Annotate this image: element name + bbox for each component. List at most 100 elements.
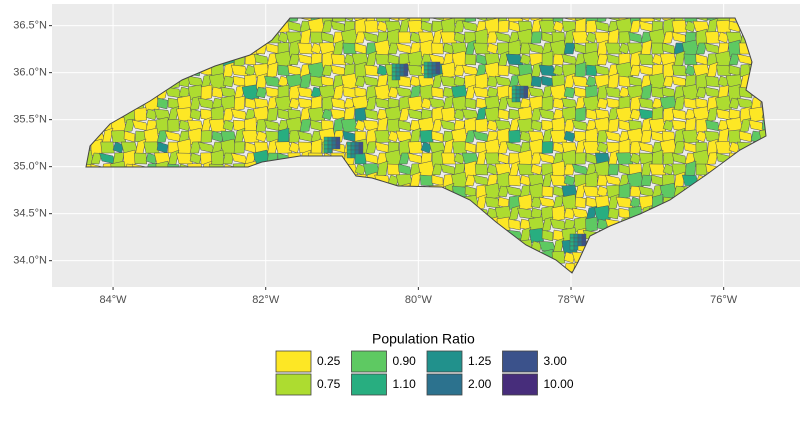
region	[497, 141, 510, 154]
region	[662, 31, 675, 44]
region	[277, 64, 290, 77]
region	[407, 64, 424, 77]
region	[683, 97, 698, 110]
region	[684, 160, 697, 179]
region	[274, 95, 293, 112]
region	[497, 20, 510, 33]
region	[585, 216, 598, 233]
urban-region	[323, 136, 329, 142]
region	[472, 42, 491, 55]
region	[208, 118, 227, 133]
region	[596, 84, 609, 101]
urban-region	[431, 61, 437, 67]
urban-region	[577, 237, 583, 243]
region	[695, 130, 708, 143]
region	[563, 42, 576, 55]
region	[189, 108, 202, 121]
region	[673, 95, 686, 112]
region	[419, 174, 434, 187]
urban-region	[354, 141, 360, 147]
region	[582, 95, 601, 112]
region	[530, 75, 543, 88]
region	[288, 97, 301, 110]
region	[474, 163, 489, 176]
urban-region	[577, 233, 583, 239]
urban-region	[327, 144, 333, 150]
region	[530, 119, 543, 132]
urban-region	[391, 71, 397, 77]
region	[574, 61, 587, 80]
region	[143, 141, 160, 154]
y-tick-label: 34.5°N	[13, 208, 47, 220]
urban-region	[515, 93, 521, 99]
legend-label: 1.25	[468, 354, 492, 368]
urban-region	[335, 136, 341, 142]
region	[440, 75, 457, 88]
region	[596, 174, 609, 187]
urban-region	[569, 241, 575, 247]
region	[255, 73, 268, 90]
region	[387, 163, 400, 176]
region	[517, 207, 534, 220]
region	[176, 152, 193, 165]
region	[541, 171, 554, 190]
region	[517, 118, 534, 133]
urban-region	[403, 71, 409, 77]
region	[596, 97, 609, 110]
region	[133, 107, 148, 122]
x-tick-label: 78°W	[558, 294, 586, 306]
region	[716, 64, 731, 77]
region	[452, 95, 467, 112]
region	[640, 174, 653, 187]
region	[464, 129, 477, 144]
legend-title: Population Ratio	[372, 331, 475, 347]
region	[671, 19, 688, 34]
region	[222, 61, 235, 80]
region	[618, 75, 631, 88]
region	[299, 28, 312, 47]
region	[266, 107, 279, 122]
region	[407, 141, 424, 154]
region	[706, 106, 719, 123]
region	[596, 53, 609, 66]
x-tick-label: 76°W	[710, 294, 738, 306]
region	[683, 53, 698, 66]
region	[607, 207, 620, 220]
region	[398, 152, 411, 165]
region	[574, 106, 587, 123]
region	[474, 73, 489, 90]
region	[354, 119, 367, 132]
region	[387, 130, 400, 143]
region	[604, 42, 623, 55]
region	[310, 75, 323, 88]
urban-region	[331, 136, 337, 142]
region	[407, 95, 424, 112]
region	[695, 118, 708, 133]
region	[453, 20, 466, 33]
region	[484, 106, 501, 123]
urban-region	[515, 89, 521, 95]
urban-region	[569, 237, 575, 243]
region	[563, 251, 576, 264]
region	[299, 73, 312, 90]
region	[189, 95, 202, 112]
urban-region	[395, 75, 401, 81]
region	[156, 130, 169, 143]
region	[541, 229, 554, 242]
region	[706, 61, 719, 80]
urban-region	[403, 63, 409, 69]
region	[629, 108, 642, 121]
legend-key	[275, 350, 312, 373]
x-tick-label: 84°W	[100, 294, 128, 306]
region	[397, 75, 412, 88]
region	[374, 129, 391, 144]
urban-region	[573, 233, 579, 239]
region	[563, 72, 576, 91]
region	[651, 42, 664, 55]
region	[233, 141, 246, 154]
legend-label: 1.10	[393, 377, 417, 391]
region	[362, 119, 381, 132]
region	[551, 205, 566, 222]
urban-region	[515, 97, 521, 103]
